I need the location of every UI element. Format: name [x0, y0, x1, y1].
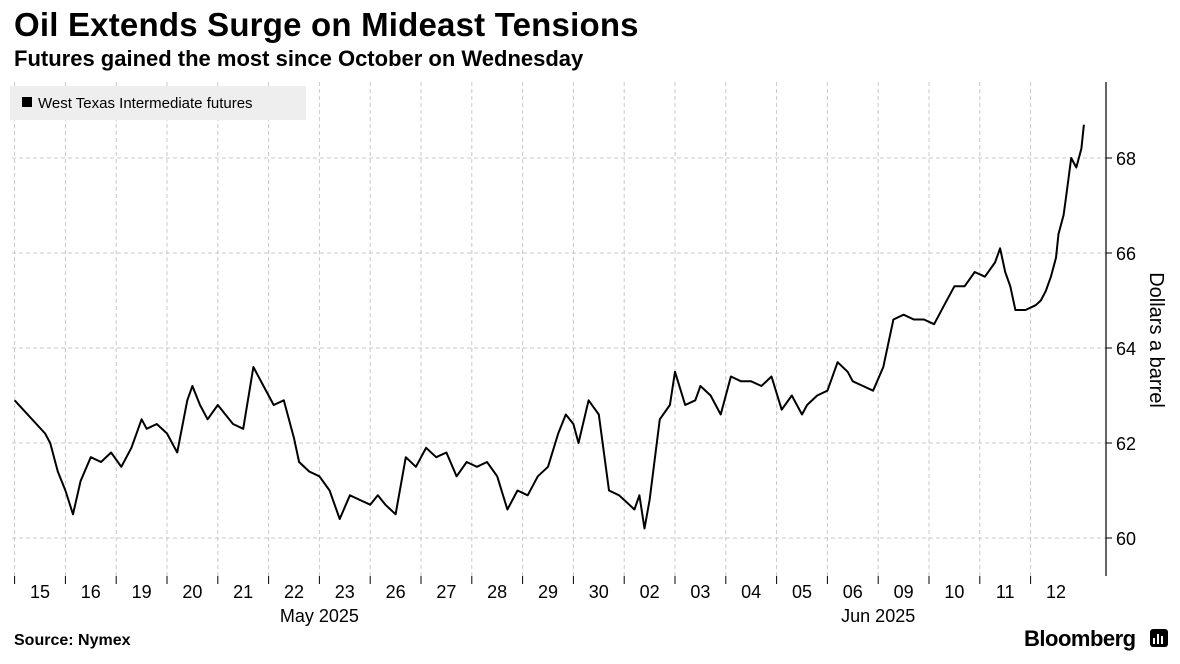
x-period-label: May 2025	[280, 606, 359, 626]
x-tick-label: 29	[538, 582, 558, 602]
chart-title: Oil Extends Surge on Mideast Tensions	[14, 6, 639, 43]
y-axis-ticks: 60 62 64 66 68	[1106, 149, 1136, 549]
x-tick-label: 11	[996, 582, 1015, 602]
x-tick-label: 15	[30, 582, 50, 602]
x-tick-label: 12	[1046, 582, 1066, 602]
series-line-wti	[13, 124, 1085, 530]
x-tick-label: 22	[284, 582, 304, 602]
y-tick-label: 66	[1116, 244, 1136, 264]
x-tick-label: 10	[944, 582, 964, 602]
gridlines	[12, 82, 1106, 576]
legend-background	[10, 86, 306, 120]
x-tick-label: 03	[690, 582, 710, 602]
y-tick-label: 68	[1116, 149, 1136, 169]
x-tick-label: 04	[741, 582, 761, 602]
bloomberg-logo: Bloomberg	[1024, 626, 1136, 651]
bloomberg-logo-icon	[1150, 629, 1168, 647]
x-tick-label: 21	[233, 582, 253, 602]
x-tick-label: 26	[386, 582, 406, 602]
y-tick-label: 62	[1116, 434, 1136, 454]
legend-swatch	[22, 97, 32, 107]
x-axis-ticks: 15 16 19 20 21 22 23 26 27 28 29 30 02 03 04 05 06 09 10 11…	[14, 576, 1066, 626]
source-note: Source: Nymex	[14, 632, 131, 649]
x-tick-label: 05	[792, 582, 812, 602]
x-tick-label: 28	[487, 582, 507, 602]
x-tick-label: 19	[132, 582, 152, 602]
x-tick-label: 09	[894, 582, 914, 602]
legend: West Texas Intermediate futures	[10, 86, 306, 120]
y-tick-label: 60	[1116, 529, 1136, 549]
x-tick-label: 20	[182, 582, 202, 602]
x-tick-label: 23	[335, 582, 355, 602]
chart-subtitle: Futures gained the most since October on…	[14, 46, 584, 71]
x-tick-label: 27	[436, 582, 456, 602]
y-tick-label: 64	[1116, 339, 1136, 359]
x-tick-label: 30	[589, 582, 609, 602]
x-tick-label: 02	[640, 582, 660, 602]
legend-label: West Texas Intermediate futures	[38, 95, 253, 112]
y-axis-label: Dollars a barrel	[1145, 272, 1167, 408]
x-tick-label: 16	[81, 582, 101, 602]
x-period-label: Jun 2025	[841, 606, 915, 626]
x-tick-label: 06	[843, 582, 863, 602]
